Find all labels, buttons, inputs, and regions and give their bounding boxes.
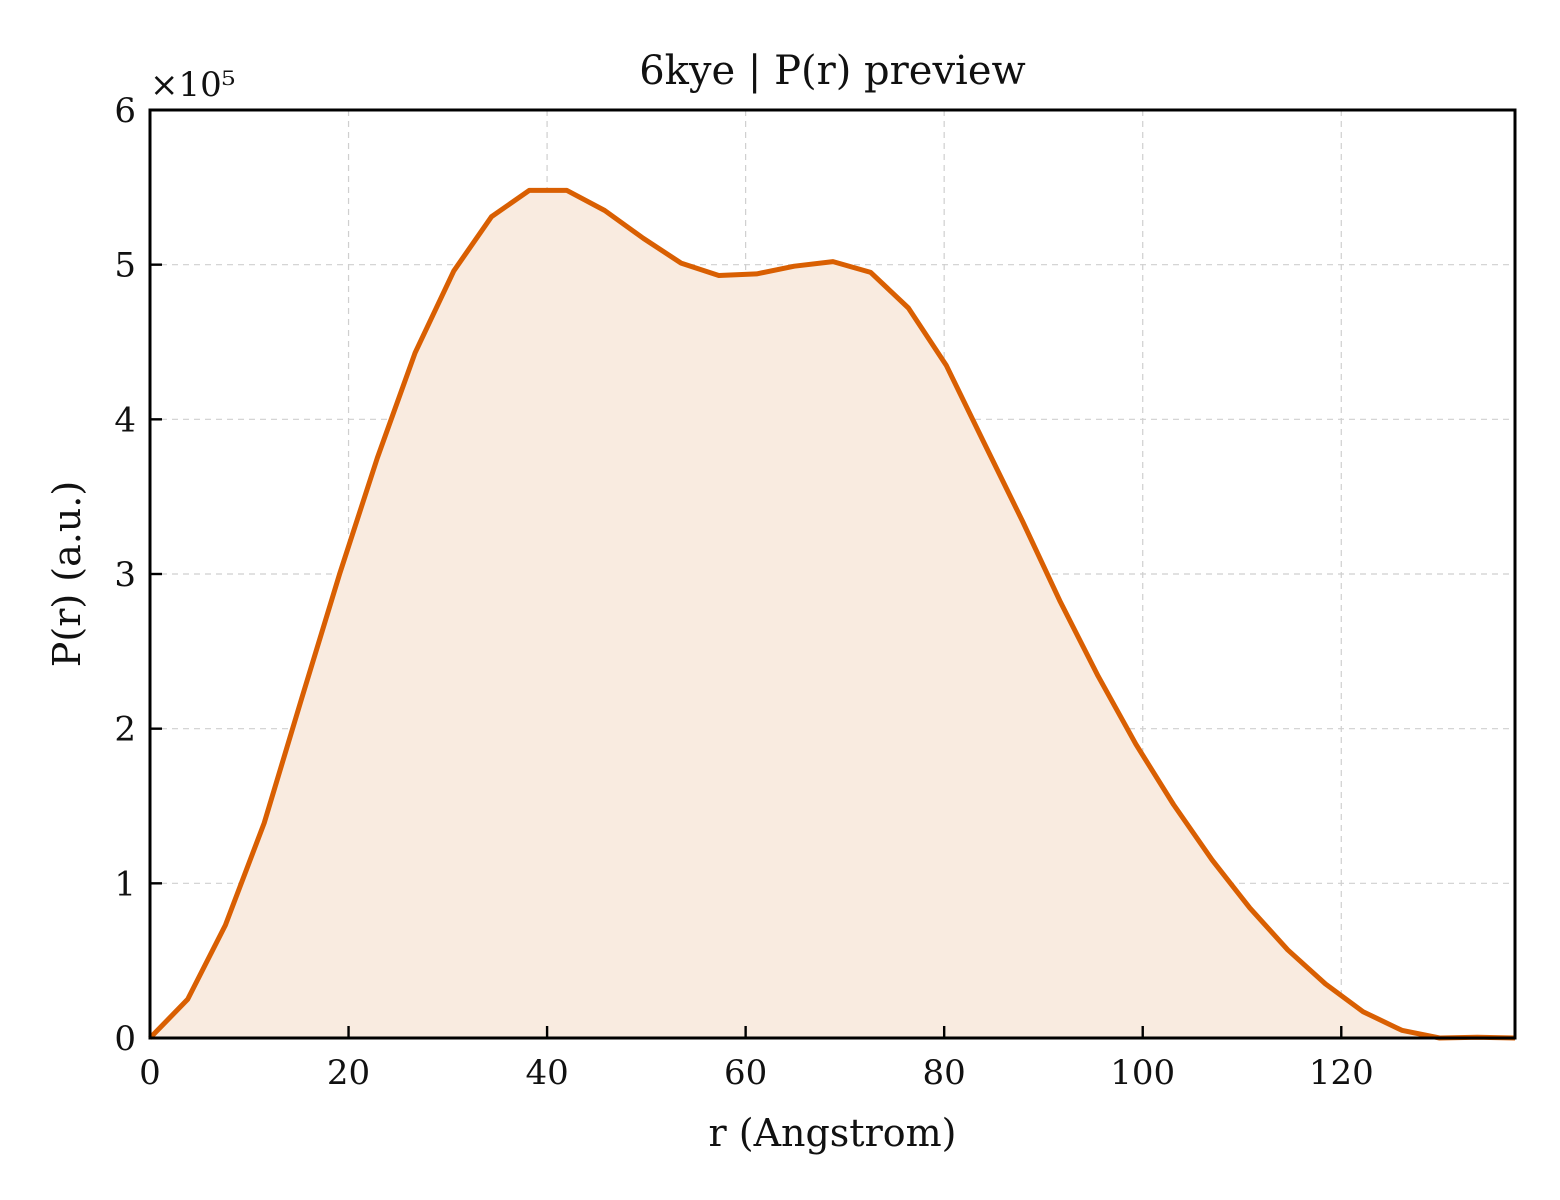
y-tick-label: 1 (114, 864, 136, 904)
y-tick-label: 0 (114, 1019, 136, 1059)
x-axis-label: r (Angstrom) (709, 1111, 957, 1155)
x-tick-label: 40 (525, 1053, 568, 1093)
y-tick-label: 4 (114, 400, 136, 440)
y-tick-label: 3 (114, 555, 136, 595)
y-axis-multiplier: ×10⁵ (150, 65, 235, 105)
chart-title: 6kye | P(r) preview (639, 48, 1026, 94)
x-tick-label: 0 (139, 1053, 161, 1093)
x-tick-label: 120 (1309, 1053, 1374, 1093)
x-tick-label: 60 (724, 1053, 767, 1093)
y-tick-label: 5 (114, 246, 136, 286)
y-tick-label: 2 (114, 710, 136, 750)
x-tick-label: 20 (327, 1053, 370, 1093)
y-tick-label: 6 (114, 91, 136, 131)
pr-area-fill (150, 190, 1515, 1038)
y-axis-label: P(r) (a.u.) (45, 481, 89, 667)
pr-series-line (148, 187, 1516, 1041)
x-tick-label: 80 (923, 1053, 966, 1093)
axis-ticks: 0 20 40 60 80 100 120 0 1 2 3 4 5 6 (114, 91, 1373, 1093)
x-tick-label: 100 (1110, 1053, 1175, 1093)
